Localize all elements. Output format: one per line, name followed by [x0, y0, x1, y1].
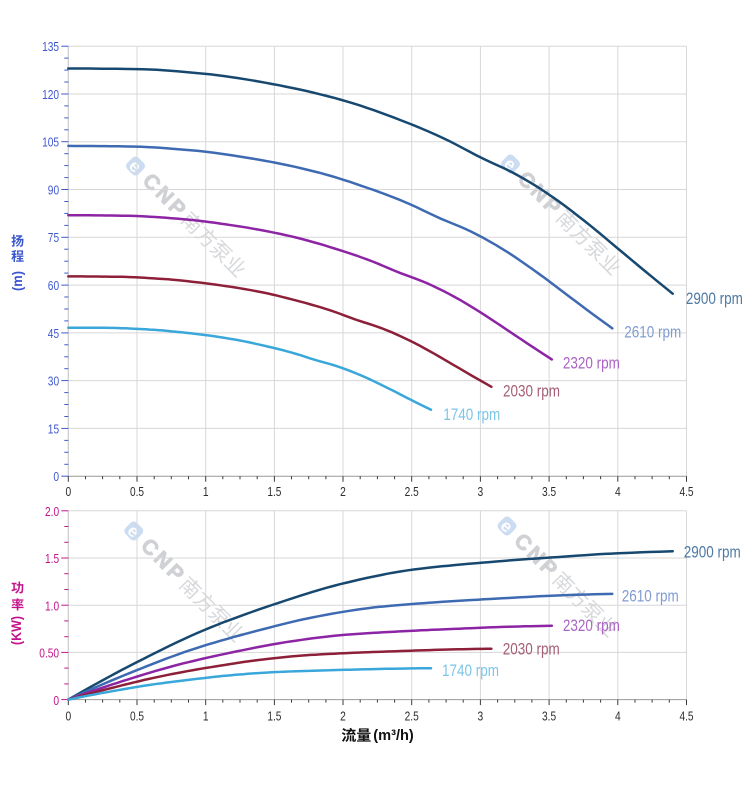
svg-text:0.5: 0.5 [130, 485, 144, 499]
svg-text:1740 rpm: 1740 rpm [443, 406, 500, 424]
svg-text:0: 0 [53, 470, 59, 484]
svg-text:2.0: 2.0 [45, 505, 59, 519]
svg-text:15: 15 [48, 422, 59, 436]
svg-text:135: 135 [42, 40, 59, 54]
svg-text:CNP: CNP [513, 167, 567, 221]
svg-text:1: 1 [203, 485, 209, 499]
svg-text:1740 rpm: 1740 rpm [442, 662, 499, 680]
svg-text:3: 3 [478, 485, 484, 499]
svg-text:90: 90 [48, 183, 59, 197]
svg-text:1.5: 1.5 [267, 709, 281, 723]
svg-text:0.5: 0.5 [130, 709, 144, 723]
svg-text:2.5: 2.5 [405, 485, 419, 499]
svg-text:105: 105 [42, 136, 59, 150]
svg-text:CNP: CNP [138, 169, 192, 223]
svg-text:2030 rpm: 2030 rpm [503, 382, 560, 400]
svg-text:(m³/h): (m³/h) [373, 727, 414, 744]
svg-text:45: 45 [48, 327, 59, 341]
svg-text:1: 1 [203, 709, 209, 723]
svg-text:0: 0 [65, 485, 71, 499]
svg-text:2.5: 2.5 [405, 709, 419, 723]
svg-text:4.5: 4.5 [679, 485, 693, 499]
svg-text:0: 0 [53, 694, 59, 708]
svg-text:120: 120 [42, 88, 59, 102]
svg-text:4: 4 [615, 485, 621, 499]
svg-text:3: 3 [478, 709, 484, 723]
svg-text:60: 60 [48, 279, 59, 293]
svg-text:4: 4 [615, 709, 621, 723]
svg-text:75: 75 [48, 231, 59, 245]
svg-text:3.5: 3.5 [542, 709, 556, 723]
svg-text:30: 30 [48, 375, 59, 389]
svg-text:CNP: CNP [136, 534, 190, 588]
svg-text:1.5: 1.5 [267, 485, 281, 499]
svg-text:2030 rpm: 2030 rpm [503, 640, 560, 658]
svg-text:2610 rpm: 2610 rpm [622, 588, 679, 606]
svg-text:1.0: 1.0 [45, 599, 59, 613]
svg-text:2: 2 [340, 485, 346, 499]
svg-text:2900 rpm: 2900 rpm [686, 290, 743, 308]
svg-text:3.5: 3.5 [542, 485, 556, 499]
svg-text:1.5: 1.5 [45, 552, 59, 566]
svg-text:0.50: 0.50 [39, 647, 59, 661]
svg-text:2: 2 [340, 709, 346, 723]
svg-text:2610 rpm: 2610 rpm [624, 324, 681, 342]
svg-text:2320 rpm: 2320 rpm [563, 355, 620, 373]
svg-text:(m): (m) [10, 271, 25, 291]
svg-text:(KW): (KW) [9, 616, 24, 645]
svg-text:2900 rpm: 2900 rpm [684, 544, 741, 562]
svg-text:2320 rpm: 2320 rpm [563, 617, 620, 635]
svg-text:0: 0 [65, 709, 71, 723]
svg-text:4.5: 4.5 [679, 709, 693, 723]
